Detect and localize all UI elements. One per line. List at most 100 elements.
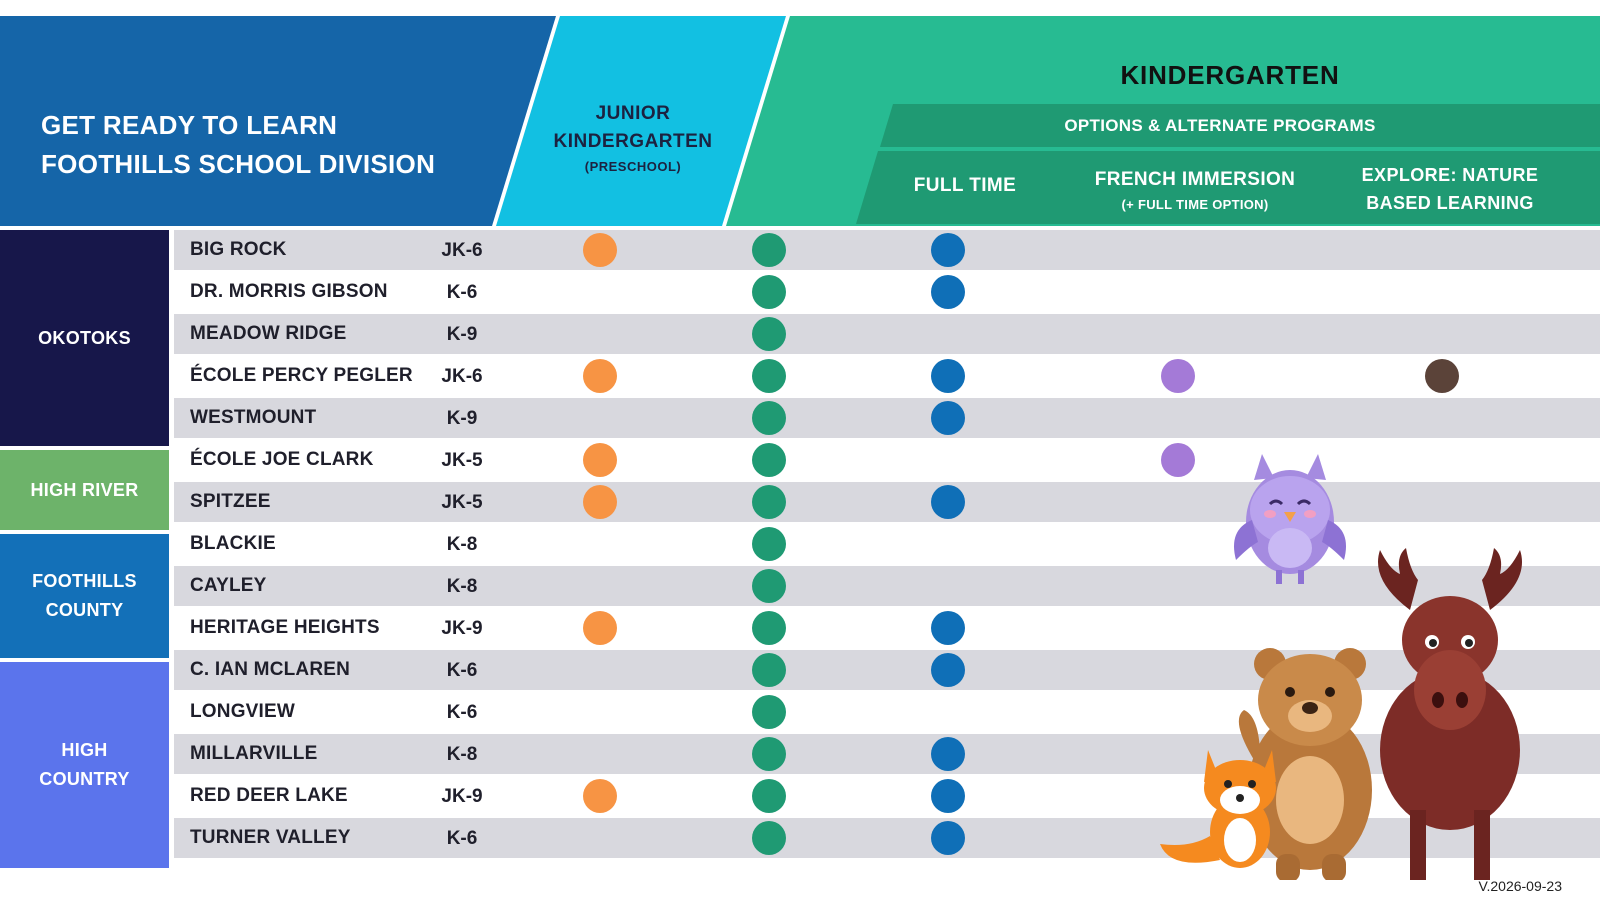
kindergarten-dot [752, 653, 786, 687]
table-row [174, 398, 1600, 438]
full-time-header: FULL TIME [913, 175, 1017, 196]
jk-dot [583, 779, 617, 813]
full-time-dot [931, 359, 965, 393]
full-time-dot [931, 401, 965, 435]
school-name: WESTMOUNT [190, 407, 317, 428]
grade-range: JK-6 [441, 366, 483, 387]
owl-illustration [1234, 454, 1346, 584]
kindergarten-dot [752, 611, 786, 645]
kindergarten-dot [752, 821, 786, 855]
region-high-river: HIGH RIVER [0, 450, 169, 530]
grade-range: JK-9 [441, 618, 483, 639]
jk-header-sub: (PRESCHOOL) [584, 159, 682, 174]
jk-header-line2: KINDERGARTEN [553, 131, 713, 152]
explore-header-line2: BASED LEARNING [1366, 193, 1534, 213]
jk-dot [583, 233, 617, 267]
kindergarten-dot [752, 737, 786, 771]
options-header: OPTIONS & ALTERNATE PROGRAMS [1064, 116, 1376, 135]
grade-range: K-6 [446, 702, 478, 723]
table-row [174, 314, 1600, 354]
jk-header-line1: JUNIOR [595, 103, 671, 124]
full-time-dot [931, 653, 965, 687]
french-immersion-dot [1161, 443, 1195, 477]
school-name: DR. MORRIS GIBSON [190, 281, 388, 302]
jk-dot [583, 359, 617, 393]
school-name: SPITZEE [190, 491, 271, 512]
grade-range: K-8 [446, 576, 478, 597]
jk-dot [583, 485, 617, 519]
kindergarten-header: KINDERGARTEN [1120, 60, 1340, 90]
kindergarten-dot [752, 233, 786, 267]
full-time-dot [931, 821, 965, 855]
school-name: BIG ROCK [190, 239, 287, 260]
grade-range: K-8 [446, 534, 478, 555]
region-okotoks: OKOTOKS [0, 230, 169, 446]
full-time-dot [931, 233, 965, 267]
bear-illustration [1238, 648, 1372, 880]
school-name: ÉCOLE JOE CLARK [190, 449, 374, 470]
full-time-dot [931, 737, 965, 771]
grade-range: JK-9 [441, 786, 483, 807]
grade-range: JK-6 [441, 240, 483, 261]
full-time-dot [931, 611, 965, 645]
kindergarten-dot [752, 695, 786, 729]
table-row [174, 608, 1600, 648]
grade-range: K-9 [446, 408, 478, 429]
table-row [174, 524, 1600, 564]
table-row [174, 272, 1600, 312]
table-row [174, 440, 1600, 480]
school-name: TURNER VALLEY [190, 827, 351, 848]
school-name: MEADOW RIDGE [190, 323, 347, 344]
kindergarten-dot [752, 485, 786, 519]
fox-illustration [1160, 750, 1276, 868]
full-time-dot [931, 779, 965, 813]
grade-range: K-8 [446, 744, 478, 765]
title-band [0, 16, 556, 226]
school-name: C. IAN MCLAREN [190, 659, 351, 680]
grade-range: K-9 [446, 324, 478, 345]
version-label: V.2026-09-23 [1478, 878, 1562, 894]
kindergarten-dot [752, 317, 786, 351]
full-time-dot [931, 485, 965, 519]
kindergarten-dot [752, 569, 786, 603]
region-foothills-county: FOOTHILLS COUNTY [0, 534, 169, 658]
grade-range: K-6 [446, 660, 478, 681]
table-row [174, 230, 1600, 270]
grade-range: JK-5 [441, 450, 483, 471]
jk-band [496, 16, 786, 226]
school-name: RED DEER LAKE [190, 785, 348, 806]
grade-range: JK-5 [441, 492, 483, 513]
grade-range: K-6 [446, 282, 478, 303]
kindergarten-dot [752, 527, 786, 561]
columns-band [856, 151, 1600, 224]
grade-range: K-6 [446, 828, 478, 849]
school-name: BLACKIE [190, 533, 276, 554]
region-high-country: HIGH COUNTRY [0, 662, 169, 868]
header-background [0, 16, 1600, 226]
school-name: MILLARVILLE [190, 743, 318, 764]
table-row [174, 482, 1600, 522]
kindergarten-dot [752, 779, 786, 813]
kindergarten-dot [752, 443, 786, 477]
jk-dot [583, 611, 617, 645]
explore-header-line1: EXPLORE: NATURE [1361, 165, 1539, 185]
table-row [174, 356, 1600, 396]
page-title-line1: GET READY TO LEARN [41, 110, 338, 140]
kindergarten-dot [752, 275, 786, 309]
options-band [880, 104, 1600, 147]
animal-illustration [1160, 454, 1522, 880]
explore-dot [1425, 359, 1459, 393]
french-immersion-dot [1161, 359, 1195, 393]
school-name: HERITAGE HEIGHTS [190, 617, 380, 638]
table-row [174, 692, 1600, 732]
moose-illustration [1378, 548, 1522, 880]
kindergarten-dot [752, 401, 786, 435]
school-name: CAYLEY [190, 575, 267, 596]
page-title-line2: FOOTHILLS SCHOOL DIVISION [41, 149, 436, 179]
french-immersion-header: FRENCH IMMERSION [1094, 169, 1296, 190]
table-row [174, 566, 1600, 606]
school-name: LONGVIEW [190, 701, 296, 722]
full-time-dot [931, 275, 965, 309]
french-immersion-sub: (+ FULL TIME OPTION) [1121, 197, 1269, 212]
kindergarten-dot [752, 359, 786, 393]
